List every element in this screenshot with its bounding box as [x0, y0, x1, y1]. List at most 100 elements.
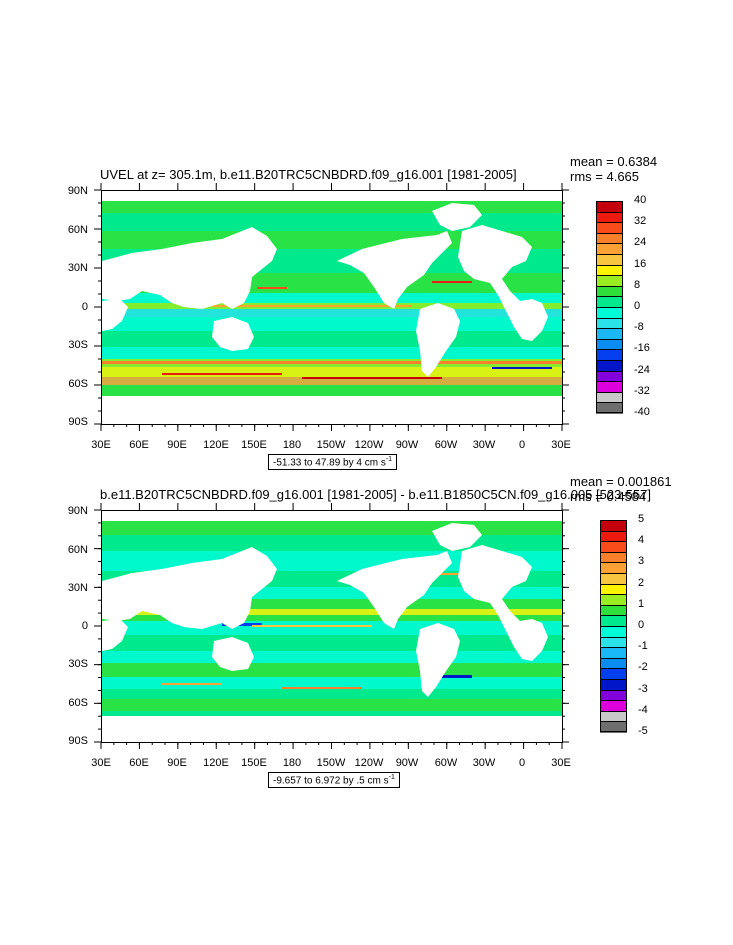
mean-stat: mean = 0.6384: [570, 154, 658, 169]
land-africa: [102, 299, 128, 331]
land-greenland: [432, 203, 482, 231]
colorbar-swatch: [600, 541, 627, 553]
colorbar-swatch: [596, 296, 623, 308]
colorbar-swatch: [596, 402, 623, 414]
contour-range-box: -9.657 to 6.972 by .5 cm s-1: [268, 772, 400, 789]
colorbar-swatch: [596, 243, 623, 255]
contour-range-box: -51.33 to 47.89 by 4 cm s-1: [268, 454, 398, 471]
current-streak: [252, 625, 372, 627]
colorbar: 5 4 3 2 1 0 -1 -2 -3 -4 -5: [600, 513, 680, 737]
colorbar-swatch: [600, 657, 627, 670]
land-asia: [102, 227, 277, 309]
ocean-field-map: [102, 511, 562, 742]
colorbar-label: 24: [634, 236, 647, 249]
colorbar-label: 40: [634, 194, 647, 206]
lat-label: 30N: [67, 582, 88, 594]
colorbar-swatch: [596, 338, 623, 351]
colorbar-swatch: [600, 700, 627, 712]
lon-label: 30E: [551, 439, 571, 451]
colorbar-swatch: [596, 285, 623, 298]
lon-label: 60W: [434, 757, 458, 769]
colorbar-swatch: [600, 626, 627, 638]
field-band: [102, 651, 562, 663]
current-streak: [222, 623, 262, 626]
colorbar-swatch: [600, 636, 627, 649]
lat-label: 30S: [68, 339, 88, 351]
field-band: [102, 663, 562, 677]
colorbar-swatch: [600, 668, 627, 680]
ocean-field-map: [102, 191, 562, 424]
colorbar-swatch: [596, 211, 623, 224]
field-band: [102, 621, 562, 635]
rms-stat: rms = 0.4584: [570, 489, 647, 504]
field-band: [102, 317, 562, 331]
colorbar-label: -32: [634, 384, 650, 397]
map-frame: [101, 190, 563, 425]
field-band: [102, 699, 562, 711]
colorbar-outline: [596, 201, 623, 413]
lon-label: 30E: [91, 757, 111, 769]
lon-label: 30W: [472, 439, 496, 451]
lat-label: 90N: [67, 185, 88, 197]
colorbar-label: 2: [638, 576, 645, 589]
colorbar-swatch: [596, 264, 623, 277]
lon-label: 60W: [434, 439, 458, 451]
contour-range-text: -51.33 to 47.89 by 4 cm s: [273, 457, 386, 469]
lon-label: 150W: [316, 757, 346, 769]
unit-exponent: -1: [388, 774, 395, 781]
lon-label: 90W: [395, 757, 419, 769]
land-greenland: [432, 523, 482, 551]
land-arctic: [102, 511, 562, 521]
current-streak: [162, 373, 282, 375]
colorbar-label: -4: [638, 703, 648, 716]
colorbar-label: -5: [638, 725, 648, 737]
colorbar-swatch: [600, 647, 627, 659]
colorbar-swatch: [600, 615, 627, 627]
field-band: [102, 331, 562, 347]
current-streak: [162, 683, 222, 685]
colorbar-label: 1: [638, 597, 645, 610]
lon-label: 30E: [551, 757, 571, 769]
colorbar-swatch: [596, 349, 623, 361]
lat-label: 90S: [68, 735, 88, 747]
lon-label: 60E: [129, 439, 149, 451]
colorbar-outline: [600, 520, 627, 732]
colorbar-swatch: [600, 689, 627, 702]
land-namerica: [337, 231, 452, 309]
colorbar-swatch: [600, 594, 627, 606]
colorbar-swatch: [600, 583, 627, 596]
map-frame: [101, 510, 563, 743]
colorbar-label: -1: [638, 640, 648, 653]
lon-label: 150E: [241, 439, 267, 451]
field-band: [102, 677, 562, 689]
field-band: [102, 615, 562, 621]
field-band: [102, 201, 562, 213]
field-band: [102, 309, 562, 317]
colorbar-swatch: [600, 721, 627, 733]
lon-label: 180: [282, 439, 302, 451]
colorbar-swatch: [596, 222, 623, 234]
colorbar-label: -40: [634, 406, 650, 418]
colorbar-swatch: [596, 381, 623, 393]
land-africa: [102, 619, 128, 651]
colorbar-label: -24: [634, 363, 650, 376]
map-panel-1: UVEL at z= 305.1m, b.e11.B20TRC5CNBDRD.f…: [0, 150, 733, 471]
colorbar-label: 8: [634, 278, 641, 291]
contour-range-text: -9.657 to 6.972 by .5 cm s: [273, 775, 389, 787]
colorbar-swatch: [596, 317, 623, 330]
colorbar-swatch: [600, 604, 627, 617]
colorbar-swatch: [600, 551, 627, 564]
land-europe: [458, 225, 548, 341]
colorbar-swatch: [600, 679, 627, 691]
field-band: [102, 377, 562, 385]
current-streak: [257, 287, 287, 289]
lon-label: 150E: [241, 757, 267, 769]
colorbar-label: 16: [634, 257, 647, 270]
current-streak: [302, 377, 442, 379]
field-band: [102, 367, 562, 377]
colorbar-label: -3: [638, 682, 648, 695]
unit-exponent: -1: [385, 456, 393, 463]
field-band: [102, 293, 562, 303]
field-band: [102, 689, 562, 699]
field-band: [102, 347, 562, 359]
